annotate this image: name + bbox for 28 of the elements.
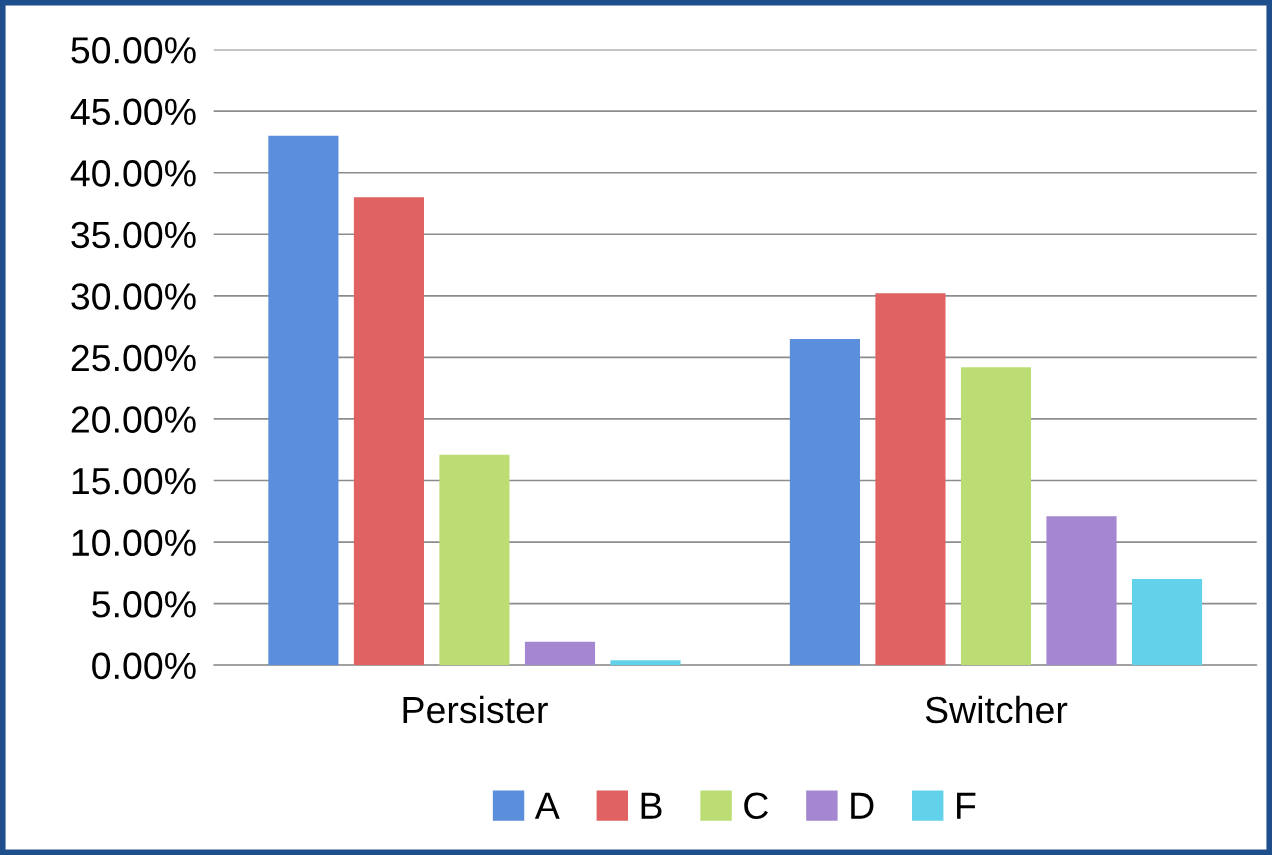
y-tick-label: 0.00% [92, 652, 196, 680]
y-tick-label: 25.00% [71, 344, 196, 372]
bar [439, 454, 510, 666]
y-tick-label: 20.00% [71, 406, 196, 433]
bar [524, 641, 596, 666]
bar [610, 660, 681, 666]
legend-label: B [641, 792, 662, 819]
bar [875, 293, 946, 666]
y-tick-label: 5.00% [92, 591, 196, 618]
legend-label: A [534, 792, 560, 819]
bar [1046, 516, 1117, 666]
x-tick-label: Persister [403, 695, 548, 724]
x-tick-label: Switcher [925, 695, 1068, 724]
y-tick-label: 35.00% [71, 221, 196, 249]
y-tick-label: 10.00% [72, 529, 196, 557]
bar [960, 367, 1032, 666]
y-tick-label: 40.00% [70, 160, 196, 187]
y-tick-label: 30.00% [71, 283, 196, 310]
bar [353, 197, 424, 666]
bar [268, 135, 339, 666]
y-tick-label: 15.00% [72, 467, 196, 495]
y-tick-label: 45.00% [70, 98, 196, 126]
y-tick-label: 50.00% [71, 36, 196, 64]
legend-label: F [957, 792, 976, 819]
legend-label: C [744, 792, 768, 820]
bar [789, 338, 860, 666]
bar [1131, 579, 1203, 666]
legend-label: D [851, 792, 874, 819]
